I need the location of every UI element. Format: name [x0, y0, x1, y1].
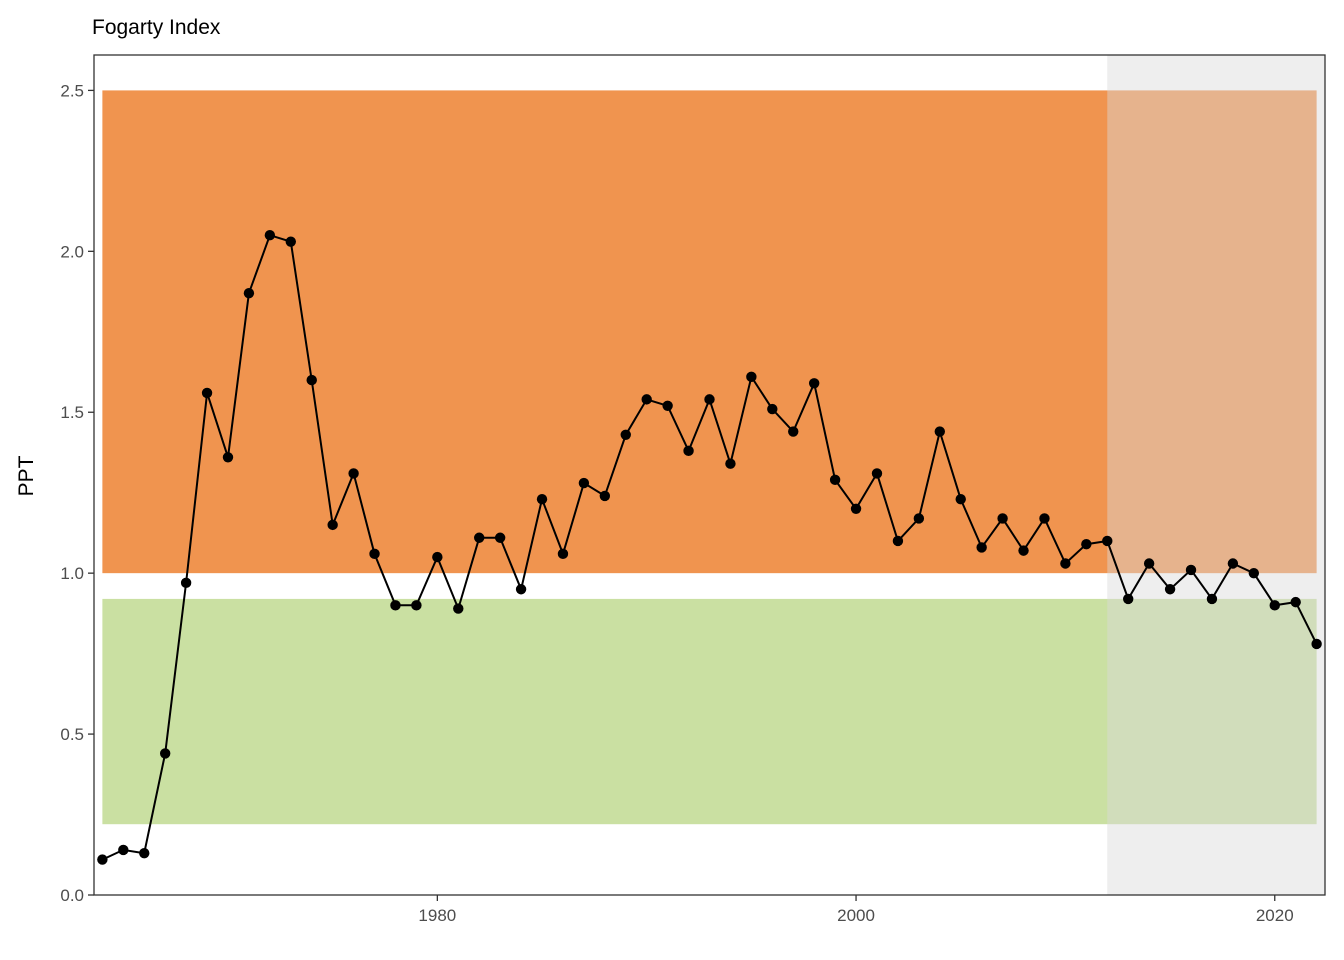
data-point: [1039, 513, 1050, 524]
y-tick-label: 0.0: [60, 886, 84, 905]
data-point: [1290, 596, 1301, 608]
x-tick-label: 2000: [837, 906, 875, 925]
data-point: [934, 426, 945, 437]
data-point: [725, 458, 736, 469]
shaded-region-layer: [1107, 55, 1325, 895]
data-point: [557, 548, 569, 560]
data-point: [704, 394, 715, 405]
chart-title: Fogarty Index: [92, 16, 221, 39]
data-point: [788, 426, 799, 437]
data-point: [285, 236, 296, 247]
data-point: [243, 287, 255, 299]
y-tick-label: 1.0: [60, 564, 84, 583]
y-axis: 0.0 0.5 1.0 1.5 2.0 2.5: [60, 81, 94, 905]
data-point: [599, 490, 611, 502]
data-point: [1018, 545, 1029, 556]
data-point: [620, 429, 631, 440]
data-point: [829, 474, 841, 486]
data-point: [955, 493, 966, 505]
data-point: [139, 847, 150, 859]
shaded-recent-region: [1107, 55, 1325, 895]
data-point: [1248, 567, 1260, 579]
data-point: [871, 468, 883, 479]
y-tick-label: 2.5: [60, 81, 84, 100]
data-point: [1060, 558, 1071, 569]
data-point: [180, 577, 192, 589]
data-point: [913, 513, 925, 524]
data-point: [1311, 638, 1322, 650]
data-point: [683, 445, 694, 457]
data-point: [767, 403, 778, 415]
x-tick-label: 1980: [418, 906, 456, 925]
series-points-layer: [97, 230, 1322, 865]
data-point: [327, 519, 338, 531]
data-point: [1227, 558, 1239, 569]
data-point: [264, 230, 276, 241]
threshold-band-1: [102, 598, 1317, 825]
data-point: [997, 513, 1008, 524]
data-point: [641, 394, 652, 405]
data-point: [390, 600, 401, 611]
data-point: [222, 452, 234, 463]
data-point: [892, 535, 904, 547]
y-tick-label: 0.5: [60, 725, 84, 744]
data-point: [976, 542, 987, 553]
x-axis: 1980 2000 2020: [418, 895, 1294, 925]
data-point: [746, 371, 757, 383]
data-point: [808, 378, 820, 389]
data-point: [118, 844, 129, 856]
data-point: [369, 548, 380, 560]
data-point: [578, 477, 590, 489]
data-point: [494, 532, 506, 543]
data-point: [1102, 535, 1113, 547]
data-point: [97, 854, 108, 865]
data-point: [453, 603, 464, 614]
data-point: [1206, 593, 1218, 605]
data-point: [662, 400, 673, 412]
bands-layer: [102, 90, 1317, 825]
y-tick-label: 1.5: [60, 403, 84, 422]
data-point: [850, 503, 862, 514]
data-point: [159, 748, 171, 759]
x-tick-label: 2020: [1256, 906, 1294, 925]
data-point: [1269, 600, 1280, 611]
data-point: [536, 493, 548, 505]
data-point: [348, 468, 359, 479]
data-point: [1164, 584, 1176, 595]
y-axis-title: PPT: [15, 455, 38, 496]
data-point: [1185, 564, 1197, 576]
data-point: [1123, 593, 1134, 605]
data-point: [201, 387, 213, 399]
data-point: [515, 584, 527, 595]
data-point: [1143, 558, 1155, 569]
data-point: [432, 551, 443, 563]
y-tick-label: 2.0: [60, 242, 84, 261]
plot-panel-border: [93, 54, 1326, 896]
data-point: [474, 532, 485, 543]
data-point: [411, 600, 422, 611]
data-point: [306, 374, 317, 386]
data-point: [1081, 538, 1092, 550]
